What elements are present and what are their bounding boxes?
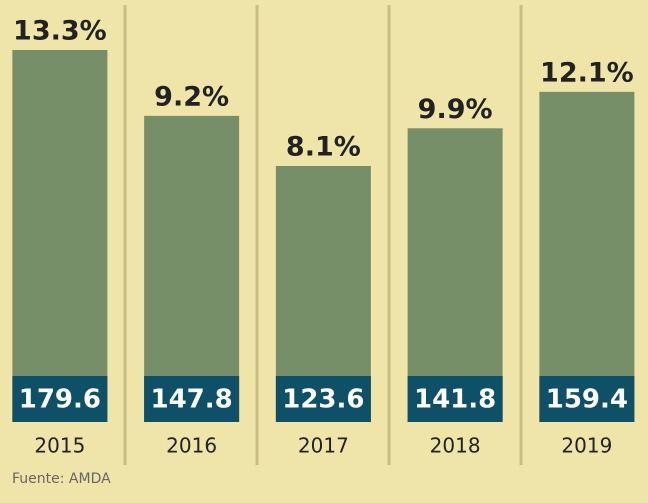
annotation: 8.1% bbox=[286, 131, 361, 162]
x-tick-label: 2019 bbox=[561, 434, 612, 458]
value-label: 159.4 bbox=[546, 385, 628, 415]
source-note: Fuente: AMDA bbox=[12, 471, 111, 487]
annotation: 12.1% bbox=[540, 57, 634, 88]
bar bbox=[539, 91, 635, 422]
value-box bbox=[12, 376, 108, 422]
value-label: 141.8 bbox=[414, 385, 496, 415]
value-box bbox=[539, 376, 635, 422]
x-tick-label: 2015 bbox=[34, 434, 85, 458]
value-label: 123.6 bbox=[282, 385, 364, 415]
value-box bbox=[407, 376, 503, 422]
value-label: 179.6 bbox=[19, 385, 101, 415]
x-tick-label: 2016 bbox=[166, 434, 217, 458]
value-box bbox=[275, 376, 371, 422]
annotation: 9.2% bbox=[154, 81, 229, 112]
bar bbox=[144, 115, 240, 423]
bar bbox=[407, 128, 503, 422]
x-tick-label: 2018 bbox=[430, 434, 481, 458]
value-box bbox=[144, 376, 240, 422]
x-tick-label: 2017 bbox=[298, 434, 349, 458]
annotation: 13.3% bbox=[13, 16, 107, 47]
value-label: 147.8 bbox=[151, 385, 233, 415]
annotation: 9.9% bbox=[418, 94, 493, 125]
bar bbox=[12, 50, 108, 422]
